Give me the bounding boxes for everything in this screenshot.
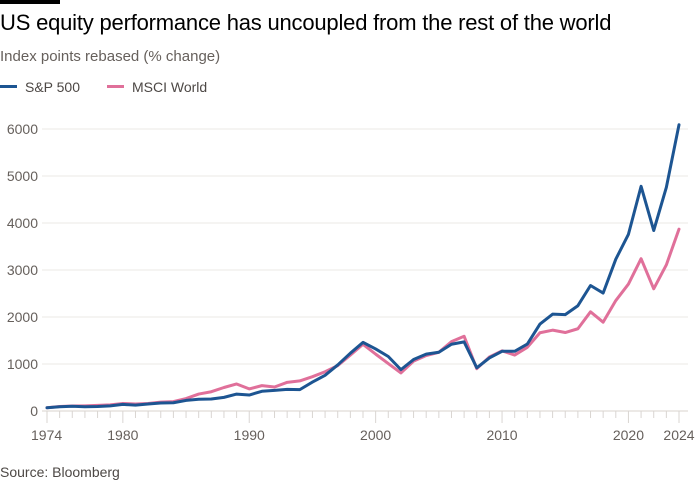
x-tick-label: 2024 [663, 427, 694, 443]
x-tick-label: 1974 [31, 427, 62, 443]
y-tick-label: 5000 [7, 168, 38, 184]
y-axis: 0 1000 2000 3000 4000 5000 6000 [7, 121, 38, 419]
x-axis: 1974 1980 1990 2000 2010 2020 2024 [31, 410, 695, 443]
y-tick-label: 4000 [7, 215, 38, 231]
legend-swatch-sp500 [0, 84, 17, 88]
x-tick-label: 1990 [234, 427, 265, 443]
y-tick-label: 0 [30, 403, 38, 419]
y-tick-label: 3000 [7, 262, 38, 278]
source-note: Source: Bloomberg [0, 464, 120, 480]
legend-swatch-msci-world [107, 84, 124, 88]
legend-label-sp500: S&P 500 [25, 79, 81, 95]
series-lines [45, 123, 681, 410]
y-tick-label: 6000 [7, 121, 38, 137]
y-tick-label: 1000 [7, 356, 38, 372]
brand-bar [0, 0, 60, 4]
legend-label-msci-world: MSCI World [132, 79, 208, 95]
series-line-msci-world [45, 227, 681, 410]
x-tick-label: 2020 [613, 427, 644, 443]
gridlines [42, 128, 688, 365]
legend-item-msci-world: MSCI World [107, 79, 207, 95]
chart-title: US equity performance has uncoupled from… [0, 10, 612, 35]
x-tick-label: 1980 [107, 427, 138, 443]
x-tick-label: 2000 [360, 427, 391, 443]
y-tick-label: 2000 [7, 309, 38, 325]
x-tick-label: 2010 [486, 427, 517, 443]
legend-item-sp500: S&P 500 [0, 79, 80, 95]
chart-subtitle: Index points rebased (% change) [0, 48, 221, 65]
series-line-s-p-500 [45, 123, 681, 410]
